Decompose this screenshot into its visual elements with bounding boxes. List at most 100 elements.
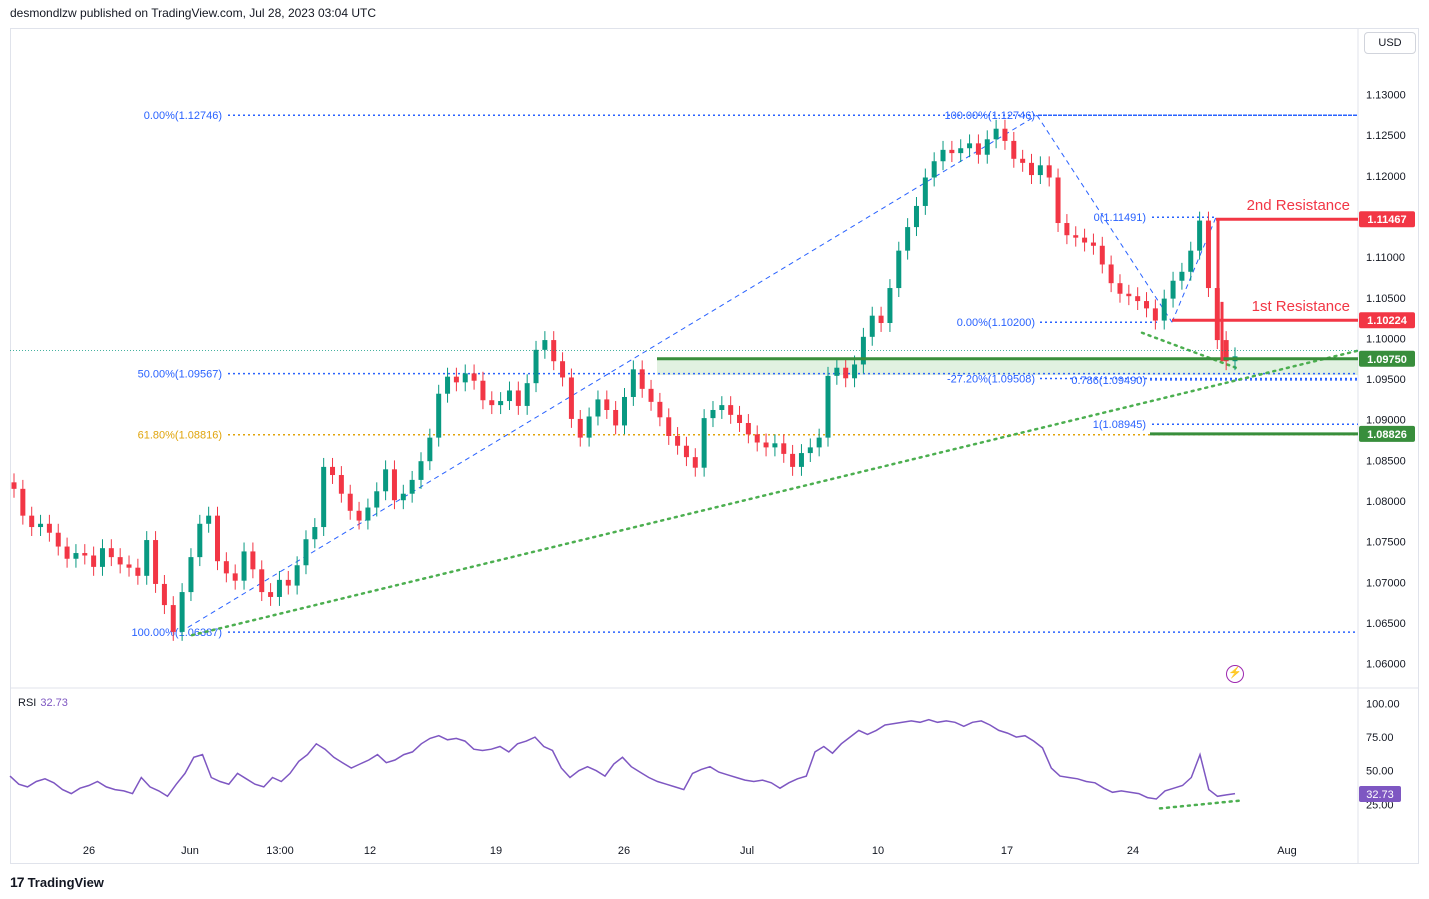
candle-body [1214,288,1220,341]
support-price-tag [1359,350,1415,367]
candle-body [852,364,858,379]
candle-body [241,551,247,581]
y-tick-label: 1.09000 [1366,415,1406,427]
rsi-tick-label: 75.00 [1366,732,1394,744]
candle-body [471,373,477,381]
y-tick-label: 1.10000 [1366,333,1406,345]
candle-body [250,551,256,570]
candle-body [144,540,150,576]
candle-body [613,409,619,426]
rsi-name: RSI [18,697,37,709]
y-tick-label: 1.12500 [1366,130,1406,142]
candle-body [126,564,132,568]
candle-body [568,377,574,419]
candle-body [365,507,371,521]
candle-body [710,409,716,419]
candle-body [931,161,937,178]
resistance-label: 2nd Resistance [1247,197,1350,214]
candle-body [82,553,88,556]
candle-body [170,605,176,632]
candle-body [1037,165,1043,176]
candle-body [586,416,592,438]
candle-body [1011,140,1017,159]
candle-body [577,418,583,438]
candle-body [179,592,185,632]
y-tick-label: 1.08500 [1366,455,1406,467]
candle-body [745,422,751,435]
candle-body [922,177,928,206]
candle-body [692,457,698,468]
footer-brand[interactable]: 17 TradingView [10,874,104,890]
candle-body [790,453,796,467]
candle-body [294,565,300,586]
rsi-divergence-line [1158,799,1245,810]
candle-body [1205,220,1211,289]
fib-level-label: 1(1.08945) [1093,419,1146,431]
fib-level-label: 0.786(1.09490) [1071,375,1146,387]
chart-frame [10,28,1419,864]
candle-body [1144,301,1150,309]
currency-button[interactable]: USD [1364,32,1416,54]
lightning-icon[interactable]: ⚡ [1226,665,1244,683]
candle-body [648,388,654,402]
uptrend-line [190,349,1360,637]
candle-body [737,414,743,423]
candle-body [506,390,512,402]
candle-body [1002,128,1008,141]
candle-body [524,383,530,406]
candle-body [356,510,362,521]
candle-body [161,583,167,606]
candle-body [1029,162,1034,176]
candle-body [20,488,26,516]
x-tick-label: 26 [83,845,95,857]
y-tick-label: 1.11000 [1366,252,1405,264]
candle-body [232,573,238,581]
candle-body [675,436,681,446]
rsi-tick-label: 100.00 [1366,698,1400,710]
fib-level-label: 50.00%(1.09567) [138,369,222,381]
candle-body [418,461,424,480]
candle-body [913,205,919,228]
fib-level-label: 0.00%(1.10200) [957,317,1035,329]
rsi-tick-label: 25.00 [1366,799,1394,811]
candle-body [489,400,495,406]
candle-body [436,393,442,438]
candle-body [542,340,548,350]
candle-body [303,539,309,566]
candle-body [445,376,451,394]
candle-body [108,548,114,558]
candle-body [1152,308,1158,321]
x-tick-label: Jul [740,845,754,857]
candle-body [1099,245,1105,265]
support-price-label: 1.09750 [1367,354,1407,366]
candle-body [383,469,389,492]
candle-body [462,373,468,383]
y-tick-label: 1.09500 [1366,374,1406,386]
support-zone [657,358,1358,376]
candle-body [1064,223,1070,236]
y-tick-label: 1.10500 [1366,293,1406,305]
rsi-line [9,718,1236,800]
candle-body [1055,177,1061,224]
candle-body [816,437,822,448]
candle-body [347,493,353,511]
y-tick-label: 1.06000 [1366,659,1406,671]
candle-body [905,227,911,251]
candle-body [1126,293,1132,297]
candle-body [701,418,707,468]
candle-body [1179,271,1185,281]
y-tick-label: 1.08000 [1366,496,1406,508]
x-tick-label: 13:00 [266,845,294,857]
fib-level-label: 61.80%(1.08816) [138,430,222,442]
candle-body [666,417,672,436]
candle-body [427,437,433,462]
candle-body [206,515,212,524]
rsi-tick-label: 50.00 [1366,766,1394,778]
candle-body [781,443,787,454]
candle-body [975,143,981,155]
candle-body [400,493,406,501]
candle-body [984,139,990,155]
candle-body [719,405,725,410]
candle-body [763,442,769,448]
